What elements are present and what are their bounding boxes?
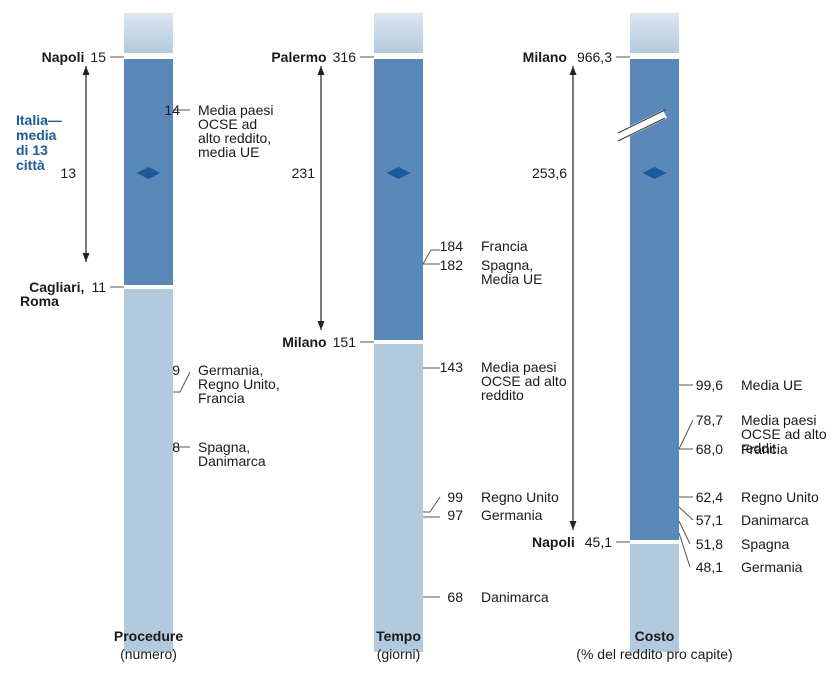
- tempo-range-arrow-head-down: [317, 321, 325, 330]
- tempo-benchmark-leader: [423, 496, 441, 513]
- italia-legend-label: città: [16, 157, 45, 173]
- costo-bar-top-segment: [630, 13, 679, 53]
- procedure-benchmark-value: 14: [164, 102, 180, 118]
- procedure-axis-subtitle: (numero): [120, 646, 177, 662]
- procedure-axis-title: Procedure: [114, 628, 183, 644]
- tempo-italia-value: 231: [292, 165, 316, 181]
- tempo-benchmark-label-line: Media UE: [481, 271, 542, 287]
- costo-benchmark-label-line: Germania: [741, 559, 803, 575]
- procedure-benchmark-label-line: Germania,: [198, 362, 263, 378]
- tempo-benchmark-value: 68: [447, 589, 463, 605]
- costo-benchmark-label-line: Francia: [741, 441, 788, 457]
- costo-benchmark-label-line: Media UE: [741, 377, 802, 393]
- tempo-bar-bottom-segment: [374, 344, 423, 652]
- tempo-benchmark-value: 97: [447, 507, 463, 523]
- tempo-max-label: 316: [333, 49, 357, 65]
- tempo-benchmark-value: 99: [447, 489, 463, 505]
- costo-range-arrow-head-down: [569, 521, 577, 530]
- costo-benchmark-leader: [678, 419, 694, 450]
- procedure-benchmark-label-line: Danimarca: [198, 453, 266, 469]
- tempo-benchmark-label-line: OCSE ad alto: [481, 373, 567, 389]
- procedure-benchmark-label-line: Media paesi: [198, 102, 274, 118]
- procedure-bar-bottom-segment: [124, 289, 173, 652]
- procedure-benchmark-label-line: Regno Unito,: [198, 376, 280, 392]
- costo-axis-title: Costo: [635, 628, 675, 644]
- tempo-benchmark-value: 184: [440, 238, 464, 254]
- procedure-bar-top-segment: [124, 13, 173, 53]
- costo-benchmark-label-line: OCSE ad alto: [741, 426, 827, 442]
- tempo-italia-marker: [386, 167, 411, 179]
- procedure-benchmark-value: 8: [172, 439, 180, 455]
- costo-range-arrow-head-up: [569, 66, 577, 75]
- tempo-benchmark-label-line: Regno Unito: [481, 489, 559, 505]
- procedure-max-city: Napoli: [42, 49, 85, 65]
- costo-bar-range-segment: [630, 59, 679, 540]
- procedure-benchmark-label-line: alto reddito,: [198, 130, 271, 146]
- procedure-range-arrow-head-up: [82, 66, 90, 75]
- italia-legend-label: media: [16, 127, 57, 143]
- costo-benchmark-value: 68,0: [696, 441, 723, 457]
- costo-benchmark-leader: [678, 506, 694, 521]
- tempo-range-arrow-head-up: [317, 66, 325, 75]
- costo-benchmark-label-line: Regno Unito: [741, 489, 819, 505]
- costo-axis-break-gap: [616, 109, 667, 142]
- costo-benchmark-label-line: Spagna: [741, 536, 789, 552]
- tempo-max-city: Palermo: [271, 49, 326, 65]
- costo-min-label: 45,1: [585, 534, 612, 550]
- tempo-benchmark-value: 143: [440, 359, 464, 375]
- procedure-max-label: 15: [90, 49, 106, 65]
- costo-min-city: Napoli: [532, 534, 575, 550]
- costo-benchmark-value: 51,8: [696, 536, 723, 552]
- tempo-benchmark-leader: [422, 249, 440, 265]
- costo-benchmark-label-line: Danimarca: [741, 512, 809, 528]
- procedure-benchmark-label-line: OCSE ad: [198, 116, 257, 132]
- procedure-benchmark-value: 9: [172, 362, 180, 378]
- tempo-bar-top-segment: [374, 13, 423, 53]
- procedure-benchmark-leader: [173, 371, 191, 393]
- costo-benchmark-value: 62,4: [696, 489, 723, 505]
- procedure-benchmark-label-line: Francia: [198, 390, 245, 406]
- procedure-min-city: Cagliari,: [29, 279, 84, 295]
- costo-bar-bottom-segment: [630, 544, 679, 652]
- tempo-benchmark-label-line: Francia: [481, 238, 528, 254]
- italia-legend-label: Italia—: [16, 112, 62, 128]
- costo-italia-marker: [642, 167, 667, 179]
- costo-italia-value: 253,6: [532, 165, 567, 181]
- costo-benchmark-value: 48,1: [696, 559, 723, 575]
- procedure-range-arrow-head-down: [82, 253, 90, 262]
- procedure-benchmark-label-line: Spagna,: [198, 439, 250, 455]
- costo-benchmark-value: 57,1: [696, 512, 723, 528]
- costo-benchmark-value: 99,6: [696, 377, 723, 393]
- costo-axis-break-line: [617, 109, 666, 134]
- tempo-bar-range-segment: [374, 59, 423, 340]
- costo-max-label: 966,3: [577, 49, 612, 65]
- costo-axis-break-line: [617, 117, 666, 142]
- costo-benchmark-label-line: reddit: [741, 440, 776, 456]
- costo-benchmark-leader: [678, 520, 691, 545]
- procedure-min-city: Roma: [20, 293, 59, 309]
- tempo-benchmark-label-line: Germania: [481, 507, 543, 523]
- tempo-min-label: 151: [333, 334, 357, 350]
- procedure-italia-value: 13: [60, 165, 76, 181]
- italia-legend-label: di 13: [16, 142, 48, 158]
- tempo-benchmark-label-line: Danimarca: [481, 589, 549, 605]
- costo-benchmark-value: 78,7: [696, 412, 723, 428]
- tempo-min-city: Milano: [282, 334, 326, 350]
- costo-benchmark-leader: [678, 532, 691, 568]
- procedure-min-label: 11: [91, 279, 106, 295]
- tempo-benchmark-value: 182: [440, 257, 464, 273]
- tempo-axis-subtitle: (giorni): [377, 646, 421, 662]
- procedure-benchmark-label-line: media UE: [198, 144, 259, 160]
- tempo-benchmark-label-line: Media paesi: [481, 359, 557, 375]
- tempo-axis-title: Tempo: [376, 628, 421, 644]
- procedure-italia-marker: [136, 167, 161, 179]
- costo-axis-subtitle: (% del reddito pro capite): [576, 646, 732, 662]
- costo-max-city: Milano: [523, 49, 567, 65]
- tempo-benchmark-label-line: reddito: [481, 387, 524, 403]
- costo-benchmark-label-line: Media paesi: [741, 412, 817, 428]
- tempo-benchmark-label-line: Spagna,: [481, 257, 533, 273]
